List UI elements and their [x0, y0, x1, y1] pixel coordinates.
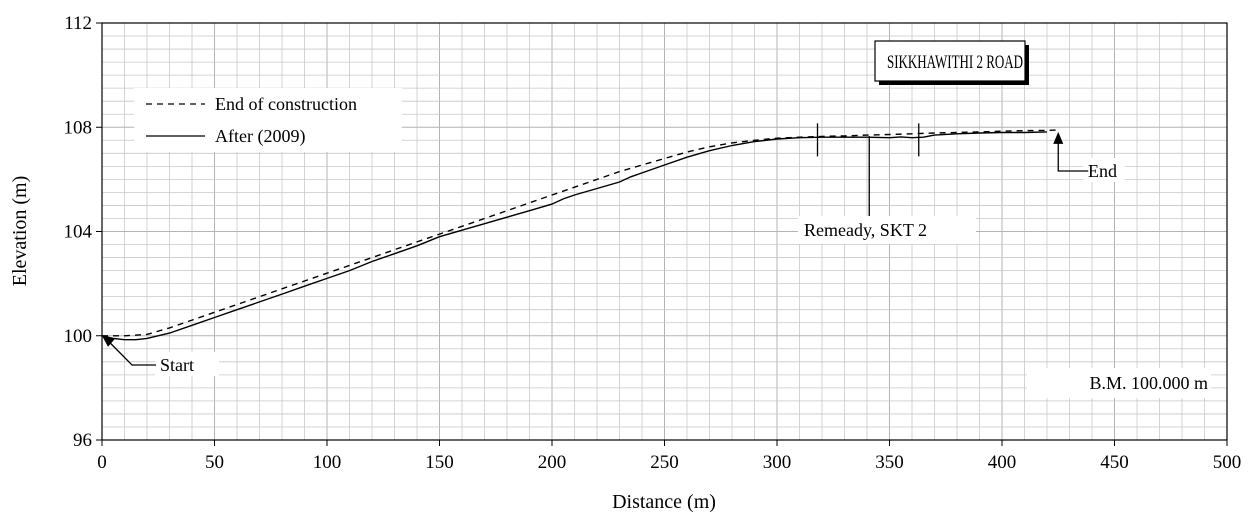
x-tick-label: 50: [205, 452, 224, 473]
y-tick-label: 100: [64, 326, 93, 347]
start-label-background: [155, 352, 219, 376]
series-after-2009-line: [101, 131, 1048, 341]
title-box: SIKKHAWITHI 2 ROAD: [874, 40, 1029, 85]
end-arrowhead: [1053, 131, 1064, 144]
x-tick-label: 0: [97, 452, 107, 473]
end-arrow-line: [1057, 139, 1089, 172]
x-tick-label: 100: [313, 452, 342, 473]
remedy-label: Remeady, SKT 2: [804, 220, 927, 240]
start-arrow-line: [107, 340, 156, 366]
start-label: Start: [160, 355, 194, 375]
y-tick-label: 112: [64, 13, 92, 34]
y-axis-title: Elevation (m): [9, 176, 31, 287]
annotations: Start End Remeady, SKT 2 B.M. 100.000 m: [102, 123, 1211, 398]
x-tick-label: 400: [988, 452, 1017, 473]
remedy-label-background: [798, 216, 976, 244]
x-tick-label: 250: [650, 452, 679, 473]
x-tick-label: 200: [538, 452, 567, 473]
x-tick-label: 500: [1213, 452, 1242, 473]
legend: End of construction After (2009): [134, 88, 402, 152]
legend-background: [134, 88, 402, 152]
y-tick-label: 96: [73, 430, 92, 451]
y-tick-label: 104: [64, 222, 93, 243]
axis-ticks: 0 50 100 150 200 250 300 350 400 450 500 96 100 104 10…: [64, 13, 1242, 473]
y-tick-label: 108: [64, 117, 93, 138]
series-end-of-construction-line: [102, 129, 1059, 337]
end-label: End: [1088, 161, 1117, 181]
legend-dashed-label: End of construction: [215, 94, 357, 114]
x-axis-title: Distance (m): [612, 491, 716, 513]
end-label-background: [1083, 158, 1125, 182]
series-lines: [101, 129, 1059, 341]
legend-solid-label: After (2009): [215, 126, 305, 147]
title-box-frame: [874, 40, 1026, 82]
chart-title: SIKKHAWITHI 2 ROAD: [887, 52, 1023, 73]
benchmark-label-background: [1027, 368, 1211, 398]
x-tick-label: 150: [425, 452, 454, 473]
x-tick-label: 450: [1100, 452, 1129, 473]
x-tick-label: 350: [875, 452, 904, 473]
benchmark-label: B.M. 100.000 m: [1089, 373, 1208, 393]
x-tick-label: 300: [763, 452, 792, 473]
start-arrowhead: [102, 335, 115, 347]
